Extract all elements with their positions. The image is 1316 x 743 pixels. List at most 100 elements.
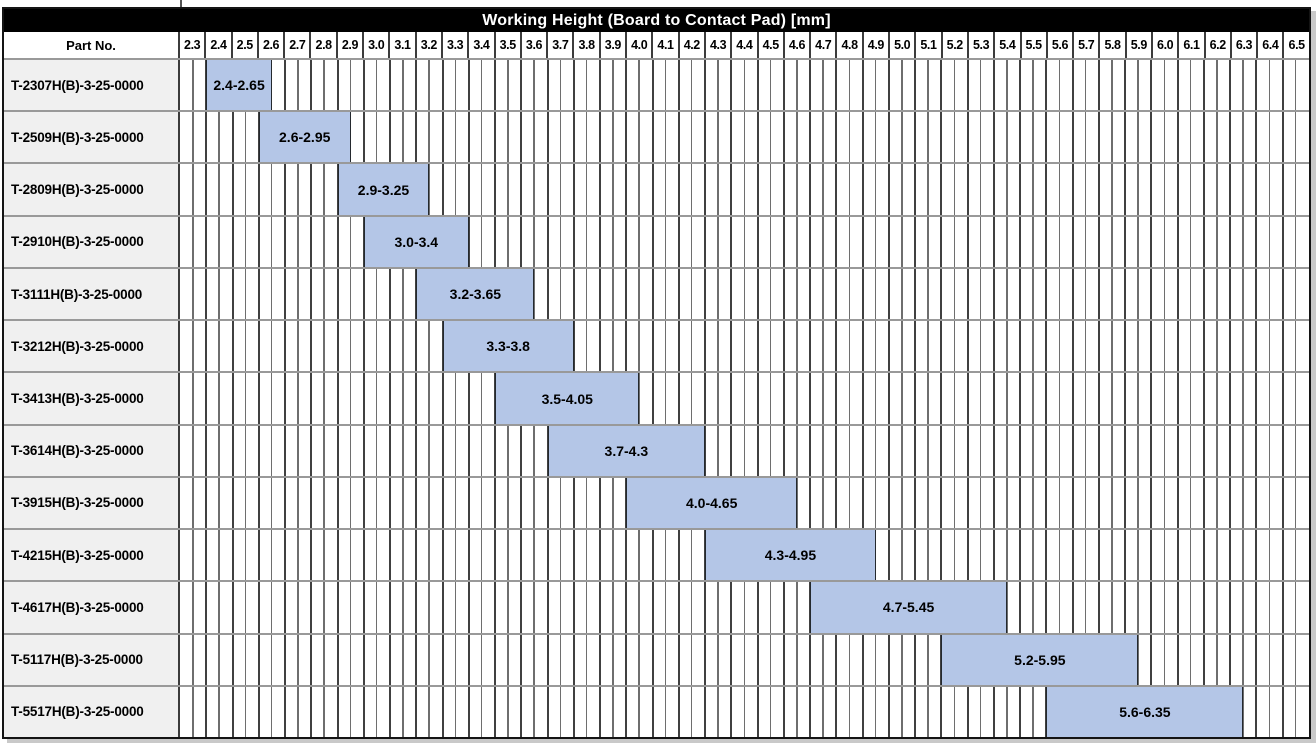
- gridline-minor: [664, 164, 667, 215]
- gridline-major: [651, 112, 654, 163]
- row-plot-area: 4.7-5.45: [180, 582, 1309, 633]
- gridline-minor: [323, 686, 325, 738]
- gridline-major: [835, 216, 838, 267]
- gridline-major: [415, 634, 418, 685]
- gridline-major: [677, 268, 680, 320]
- gridline-minor: [1137, 425, 1139, 476]
- gridline-minor: [822, 321, 824, 372]
- part-no-cell: T-3212H(B)-3-25-0000: [4, 321, 180, 372]
- gridline-major: [914, 60, 917, 111]
- gridline-minor: [585, 321, 588, 372]
- gridline-minor: [690, 530, 693, 581]
- gridline-minor: [1268, 686, 1271, 738]
- gridline-minor: [1163, 634, 1166, 685]
- gridline-minor: [270, 425, 273, 476]
- gridline-minor: [953, 268, 956, 320]
- gridline-major: [467, 112, 470, 163]
- gridline-minor: [375, 321, 378, 372]
- range-bar: 4.3-4.95: [705, 530, 876, 581]
- gridline-minor: [1163, 582, 1166, 633]
- gridline-minor: [1006, 373, 1008, 424]
- gridline-major: [520, 634, 523, 685]
- gridline-major: [572, 112, 575, 163]
- gridline-minor: [480, 216, 483, 267]
- gridline-minor: [454, 530, 457, 581]
- gridline-major: [677, 373, 680, 424]
- gridline-minor: [192, 686, 194, 738]
- gridline-minor: [1084, 112, 1087, 163]
- gridline-major: [415, 477, 418, 529]
- gridline-minor: [480, 582, 483, 633]
- gridline-major: [651, 216, 654, 267]
- gridline-minor: [559, 164, 562, 215]
- gridline-minor: [612, 686, 614, 738]
- gridline-major: [677, 634, 680, 685]
- gridline-major: [1150, 425, 1153, 476]
- gridline-major: [1176, 60, 1179, 111]
- gridline-minor: [1084, 582, 1087, 633]
- gridline-minor: [1058, 477, 1061, 529]
- gridline-minor: [1216, 321, 1218, 372]
- gridline-major: [730, 164, 733, 215]
- gridline-minor: [1111, 112, 1113, 163]
- table-row: T-3111H(B)-3-25-0000 3.2-3.65: [4, 266, 1309, 320]
- gridline-major: [704, 634, 707, 685]
- gridline-major: [704, 321, 707, 372]
- gridline-minor: [192, 164, 194, 215]
- gridline-minor: [638, 530, 640, 581]
- gridline-minor: [1242, 373, 1244, 424]
- gridline-major: [467, 216, 470, 267]
- gridline-minor: [979, 373, 982, 424]
- gridline-major: [756, 112, 759, 163]
- gridline-minor: [1268, 216, 1271, 267]
- gridline-major: [835, 112, 838, 163]
- gridline-major: [257, 425, 260, 476]
- gridline-major: [467, 634, 470, 685]
- gridline-major: [599, 112, 602, 163]
- gridline-major: [1255, 112, 1258, 163]
- gridline-major: [520, 112, 523, 163]
- gridline-minor: [1268, 112, 1271, 163]
- gridline-minor: [192, 634, 194, 685]
- gridline-minor: [848, 164, 851, 215]
- gridline-major: [1097, 425, 1100, 476]
- gridline-minor: [1111, 60, 1113, 111]
- gridline-minor: [743, 634, 745, 685]
- gridline-major: [1124, 112, 1127, 163]
- gridline-minor: [375, 373, 378, 424]
- part-no-cell: T-3915H(B)-3-25-0000: [4, 477, 180, 529]
- gridline-major: [441, 164, 444, 215]
- axis-tick-label: 2.5: [230, 32, 257, 58]
- gridline-major: [835, 164, 838, 215]
- gridline-minor: [507, 582, 509, 633]
- gridline-major: [599, 686, 602, 738]
- gridline-minor: [690, 634, 693, 685]
- gridline-minor: [901, 164, 903, 215]
- gridline-major: [467, 477, 470, 529]
- gridline-minor: [664, 112, 667, 163]
- gridline-major: [809, 112, 812, 163]
- gridline-major: [336, 634, 339, 685]
- gridline-minor: [1294, 582, 1297, 633]
- gridline-minor: [533, 634, 535, 685]
- gridline-major: [1071, 164, 1074, 215]
- gridline-major: [756, 686, 759, 738]
- gridline-minor: [270, 477, 273, 529]
- gridline-major: [441, 425, 444, 476]
- gridline-minor: [402, 373, 404, 424]
- gridline-major: [1097, 373, 1100, 424]
- part-no-cell: T-3111H(B)-3-25-0000: [4, 268, 180, 320]
- gridline-major: [546, 634, 549, 685]
- gridline-major: [677, 112, 680, 163]
- gridline-minor: [743, 164, 745, 215]
- gridline-major: [966, 530, 969, 581]
- gridline-minor: [927, 686, 929, 738]
- gridline-minor: [979, 477, 982, 529]
- gridline-minor: [901, 477, 903, 529]
- gridline-major: [257, 634, 260, 685]
- gridline-major: [231, 530, 234, 581]
- gridline-major: [1202, 60, 1205, 111]
- gridline-major: [651, 634, 654, 685]
- gridline-minor: [1189, 60, 1192, 111]
- gridline-major: [1019, 477, 1022, 529]
